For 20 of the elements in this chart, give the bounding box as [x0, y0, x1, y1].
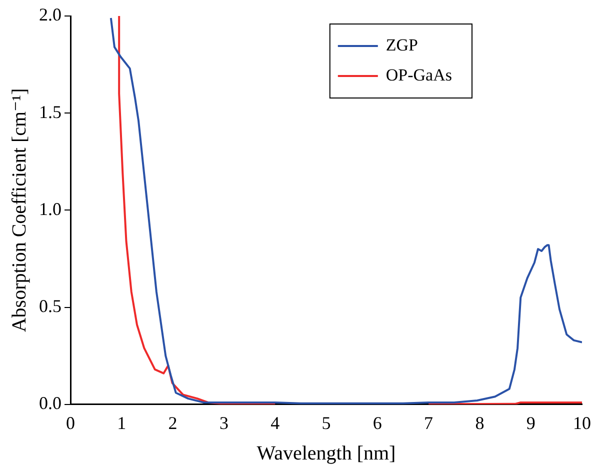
- y-tick-label: 0.5: [39, 296, 62, 316]
- y-tick-label: 1.0: [39, 198, 62, 219]
- y-tick-label: 2.0: [39, 4, 62, 25]
- x-tick-label: 7: [424, 412, 434, 433]
- y-tick-label: 1.5: [39, 102, 62, 122]
- x-tick-label: 9: [526, 412, 536, 433]
- x-tick-label: 0: [66, 412, 75, 433]
- x-tick-label: 8: [475, 412, 484, 433]
- y-tick-label: 0.0: [39, 393, 62, 414]
- legend-label: ZGP: [386, 35, 418, 54]
- y-axis-title: Absorption Coefficient [cm⁻¹]: [8, 88, 30, 332]
- x-tick-label: 2: [168, 412, 178, 433]
- x-tick-label: 3: [219, 412, 228, 433]
- x-tick-label: 1: [117, 412, 126, 433]
- legend-label: OP-GaAs: [386, 65, 452, 84]
- x-axis-title: Wavelength [nm]: [256, 442, 396, 464]
- x-tick-label: 6: [372, 412, 382, 433]
- x-tick-label: 5: [322, 412, 331, 433]
- x-tick-label: 4: [270, 412, 280, 433]
- x-tick-label: 10: [573, 412, 591, 433]
